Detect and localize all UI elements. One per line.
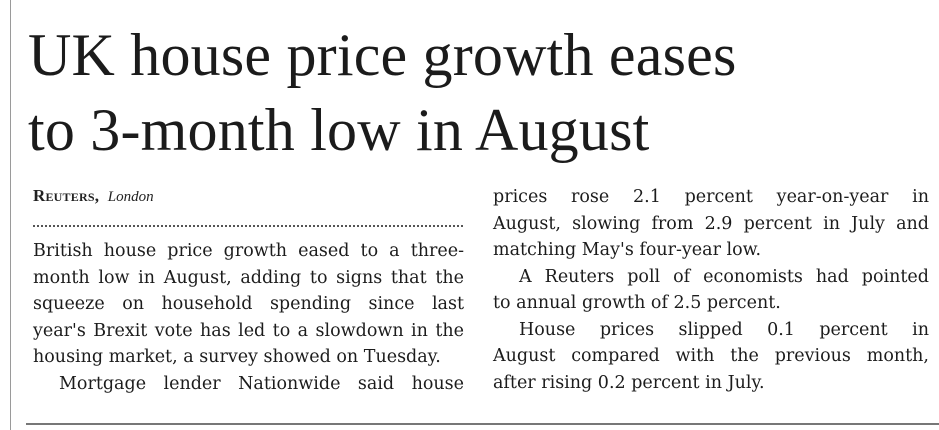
headline-line-2: to 3-month low in August <box>28 97 650 163</box>
byline-separator: , <box>94 186 99 205</box>
paragraph-1: British house price growth eased to a th… <box>33 238 464 371</box>
body-line: to annual growth of 2.5 percent. <box>493 293 781 313</box>
headline-line-1: UK house price growth eases <box>28 22 737 88</box>
body-line: year's Brexit vote has led to a slowdown… <box>33 320 464 341</box>
byline-agency: Reuters <box>33 186 95 205</box>
byline: Reuters, London <box>33 186 154 206</box>
body-line: housing market, a survey showed on Tuesd… <box>33 347 441 367</box>
body-line: A Reuters poll of economists had pointed <box>519 266 929 287</box>
body-line: matching May's four-year low. <box>493 240 762 260</box>
paragraph-3: A Reuters poll of economists had pointed… <box>493 264 929 317</box>
paragraph-2-continued: prices rose 2.1 percent year-on-year in … <box>493 184 929 264</box>
column-left-border <box>10 0 11 430</box>
body-line: month low in August, adding to signs tha… <box>33 267 464 288</box>
byline-city: London <box>107 189 154 205</box>
body-line: House prices slipped 0.1 percent in <box>519 319 929 340</box>
body-line: August, slowing from 2.9 percent in July… <box>493 213 929 234</box>
bottom-rule <box>26 423 939 425</box>
headline: UK house price growth eases to 3-month l… <box>28 18 938 168</box>
article-column-left: British house price growth eased to a th… <box>33 238 464 397</box>
body-line: August compared with the previous month, <box>493 346 929 366</box>
article-column-right: prices rose 2.1 percent year-on-year in … <box>493 184 929 396</box>
body-line: prices rose 2.1 percent year-on-year in <box>493 187 929 207</box>
body-line: after rising 0.2 percent in July. <box>493 372 765 393</box>
body-line: British house price growth eased to a th… <box>33 241 464 261</box>
body-line: squeeze on household spending since last <box>33 294 464 314</box>
paragraph-4: House prices slipped 0.1 percent in Augu… <box>493 317 929 397</box>
byline-divider <box>33 225 463 227</box>
paragraph-2: Mortgage lender Nationwide said house <box>33 371 464 398</box>
body-line: Mortgage lender Nationwide said house <box>59 373 464 394</box>
